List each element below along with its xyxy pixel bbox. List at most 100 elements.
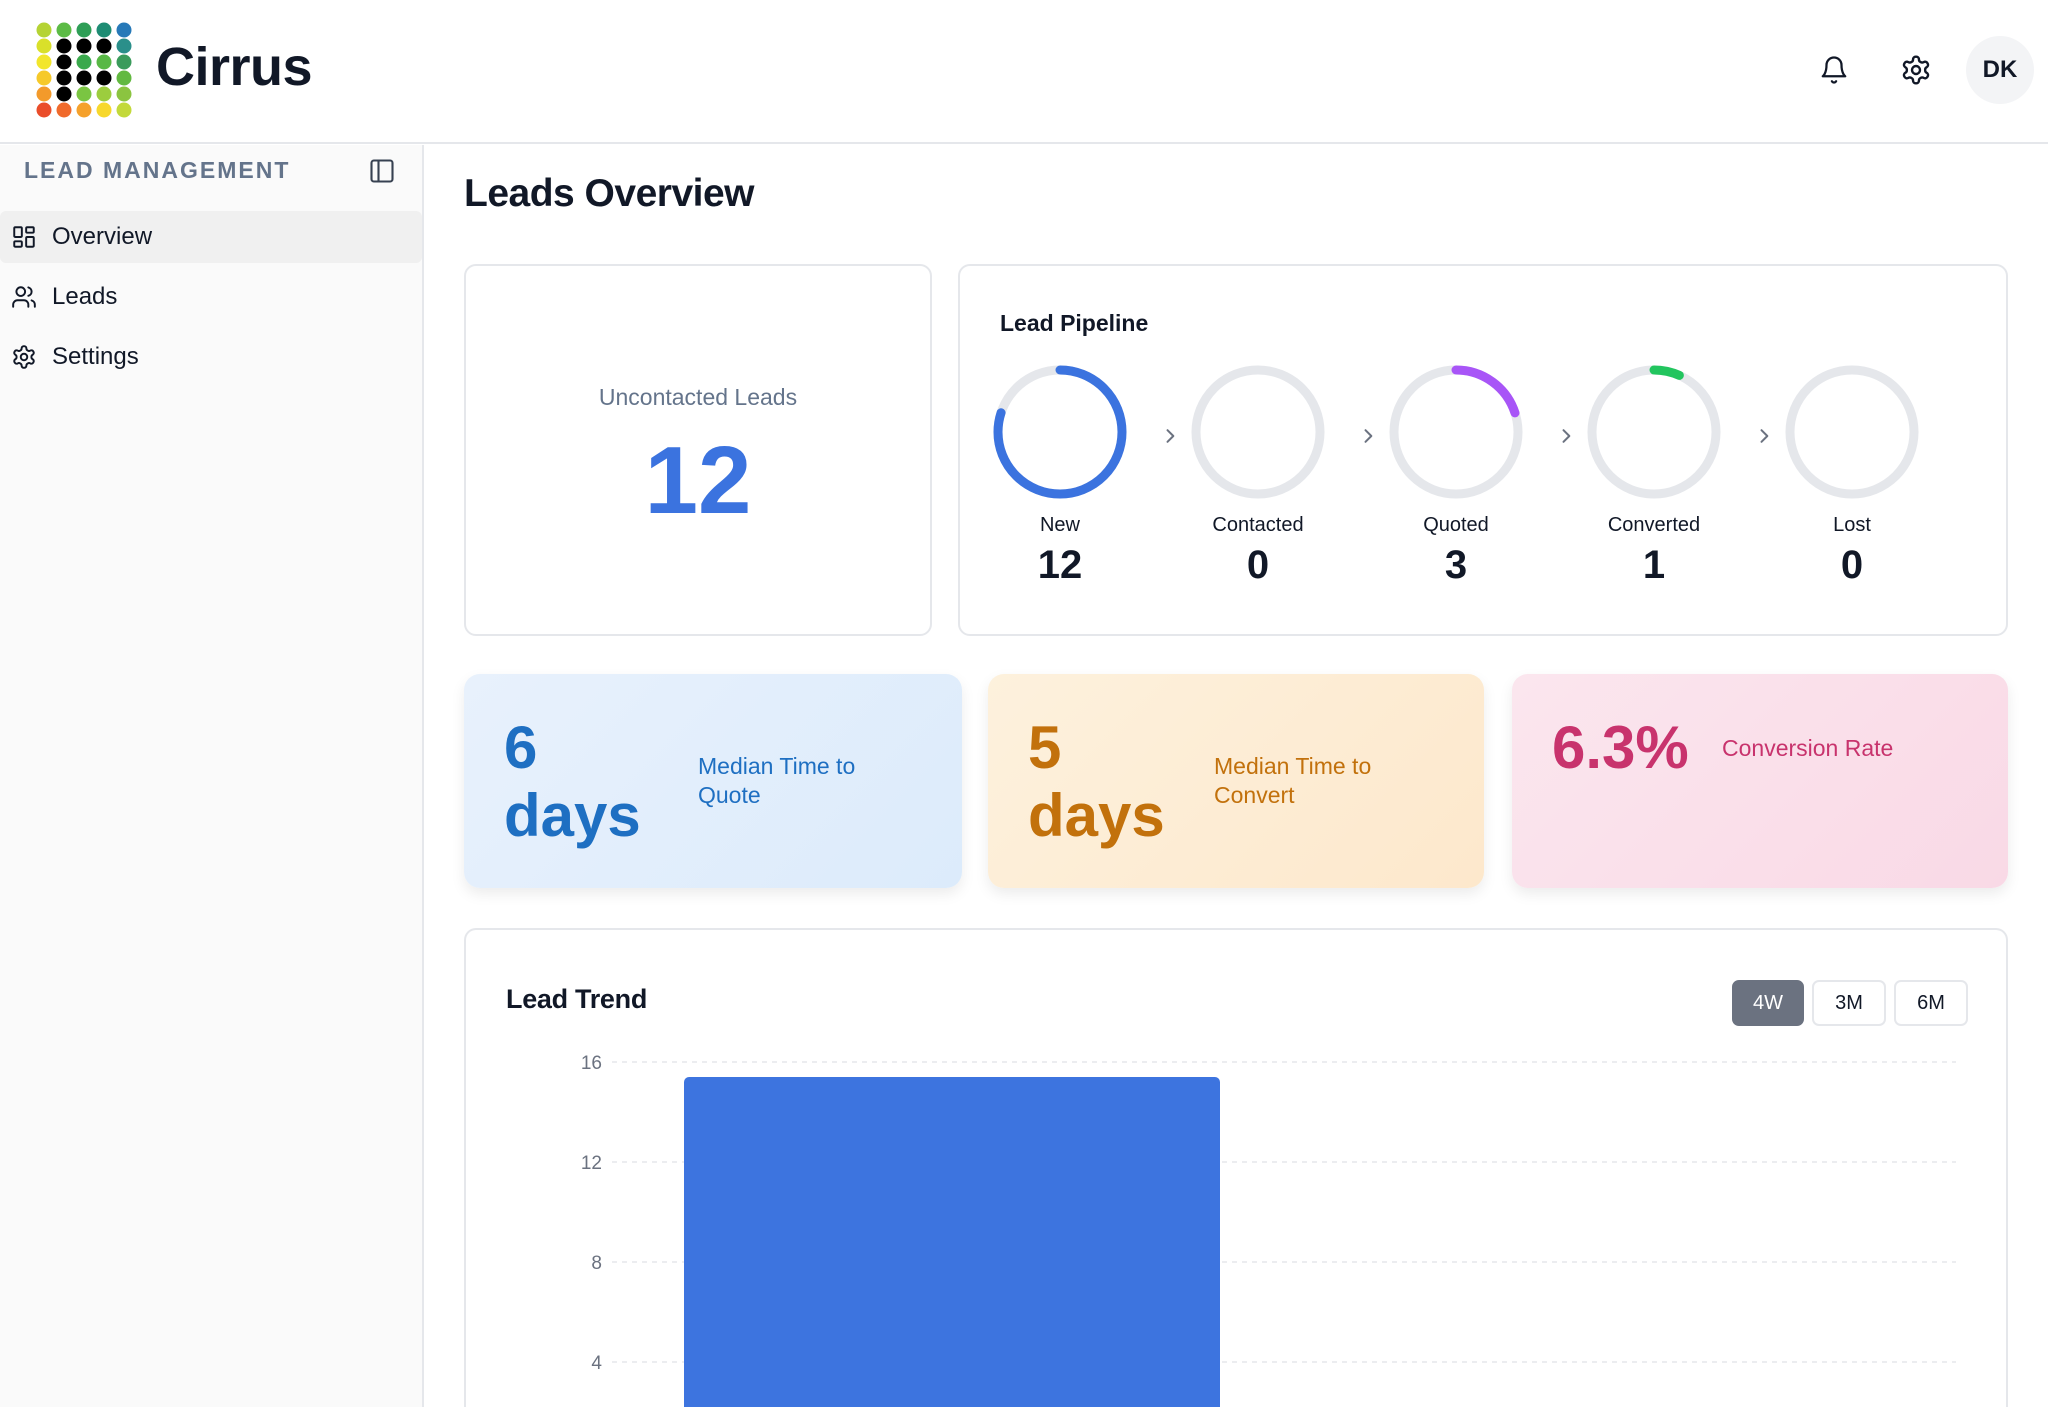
chevron-right-icon <box>1166 429 1175 443</box>
stage-label: Quoted <box>1423 514 1489 536</box>
sidebar-item-leads[interactable]: Leads <box>0 271 422 323</box>
chevron-right-icon <box>1562 429 1571 443</box>
metric-label: Median Time to Convert <box>1214 753 1372 808</box>
y-tick-label: 4 <box>591 1353 602 1374</box>
sidebar-item-label: Settings <box>52 343 139 370</box>
gear-icon[interactable] <box>1896 50 1936 90</box>
pipeline-stage-new[interactable]: New 12 <box>980 362 1140 588</box>
pipeline-ring <box>1191 365 1325 499</box>
metric-value-unit: days <box>1028 782 1165 849</box>
sidebar-item-label: Overview <box>52 223 153 250</box>
range-6m-button[interactable]: 6M <box>1894 980 1968 1026</box>
ring-track <box>1191 365 1325 499</box>
stage-value: 3 <box>1444 543 1468 587</box>
uncontacted-leads-value: 12 <box>644 427 752 534</box>
gear-icon <box>10 343 38 371</box>
stage-label: Lost <box>1833 514 1871 536</box>
logo-dot <box>96 102 112 118</box>
metric-label: Conversion Rate <box>1722 735 1894 761</box>
lead-pipeline-card: Lead Pipeline New 12 Contacted 0 Quoted 3 Conv… <box>958 264 2008 636</box>
sidebar-toggle-icon[interactable] <box>368 157 398 187</box>
metric-value: 6 days <box>504 714 641 850</box>
logo-dot <box>36 102 52 118</box>
logo-dot <box>36 38 52 54</box>
pipeline-ring <box>1389 365 1523 499</box>
ring-progress <box>993 365 1127 499</box>
metric-value-unit: days <box>504 782 641 849</box>
logo-dot <box>36 54 52 70</box>
metric-label: Median Time to Quote <box>698 753 856 808</box>
page-title: Leads Overview <box>464 172 755 215</box>
logo-dot <box>76 38 92 54</box>
sidebar-section-title: LEAD MANAGEMENT <box>24 157 291 183</box>
range-3m-button[interactable]: 3M <box>1812 980 1886 1026</box>
logo-dot <box>56 22 72 38</box>
logo-dot <box>76 86 92 102</box>
users-icon <box>10 283 38 311</box>
chevron-right-icon <box>1760 429 1769 443</box>
chevron-right-icon <box>1364 429 1373 443</box>
conversion-rate-value: 6.3% <box>1552 714 1689 781</box>
logo-dot <box>116 70 132 86</box>
metric-value: 5 days <box>1028 714 1165 850</box>
pipeline-stage-contacted[interactable]: Contacted 0 <box>1178 362 1338 588</box>
stage-label: New <box>1039 514 1080 536</box>
logo-dot <box>96 70 112 86</box>
range-4w-button[interactable]: 4W <box>1732 980 1804 1026</box>
logo-dot <box>116 102 132 118</box>
pipeline-ring <box>993 365 1127 499</box>
uncontacted-leads-card[interactable]: Uncontacted Leads 12 <box>464 264 932 636</box>
ring-progress <box>1587 365 1721 499</box>
logo-dot <box>56 70 72 86</box>
pipeline-stage-converted[interactable]: Converted 1 <box>1574 362 1734 588</box>
logo-dot <box>36 22 52 38</box>
y-tick-label: 8 <box>591 1253 602 1274</box>
logo-dot <box>76 54 92 70</box>
median-time-to-quote-card[interactable]: 6 days Median Time to Quote <box>464 674 962 888</box>
pipeline-stage-lost[interactable]: Lost 0 <box>1772 362 1932 588</box>
stage-label: Converted <box>1607 514 1701 536</box>
y-tick-label: 12 <box>581 1153 602 1174</box>
top-header: Cirrus DK <box>0 0 2048 144</box>
lead-trend-chart: 16 12 8 4 <box>581 1053 1956 1407</box>
ring-track <box>1587 365 1721 499</box>
app-name[interactable]: Cirrus <box>156 37 313 97</box>
logo-dot <box>116 86 132 102</box>
cirrus-logo[interactable] <box>36 22 132 118</box>
grid-icon <box>10 223 38 251</box>
pipeline-ring <box>1785 365 1919 499</box>
logo-dot <box>116 22 132 38</box>
logo-dot <box>76 102 92 118</box>
logo-dot <box>36 70 52 86</box>
pipeline-title: Lead Pipeline <box>1000 310 1149 336</box>
logo-dot <box>96 54 112 70</box>
user-avatar[interactable]: DK <box>1966 36 2034 104</box>
pipeline-ring <box>1587 365 1721 499</box>
trend-bar <box>684 1077 1220 1407</box>
logo-dot <box>56 86 72 102</box>
stage-label: Contacted <box>1212 514 1304 536</box>
stage-value: 12 <box>1037 543 1083 587</box>
median-time-to-convert-card[interactable]: 5 days Median Time to Convert <box>988 674 1484 888</box>
lead-trend-card: Lead Trend 4W 3M 6M 16 12 8 4 <box>464 928 2008 1407</box>
logo-dot <box>96 86 112 102</box>
conversion-rate-card[interactable]: 6.3% Conversion Rate <box>1512 674 2008 888</box>
y-tick-label: 16 <box>581 1053 602 1074</box>
sidebar-item-overview[interactable]: Overview <box>0 211 422 263</box>
stage-value: 0 <box>1840 543 1864 587</box>
logo-dot <box>36 86 52 102</box>
stage-value: 1 <box>1642 543 1666 587</box>
sidebar-item-settings[interactable]: Settings <box>0 331 422 383</box>
sidebar-item-label: Leads <box>52 283 118 310</box>
trend-title: Lead Trend <box>506 984 648 1014</box>
pipeline-stage-quoted[interactable]: Quoted 3 <box>1376 362 1536 588</box>
bell-icon[interactable] <box>1814 50 1854 90</box>
logo-dot <box>56 102 72 118</box>
metric-value-number: 6 <box>504 714 538 781</box>
logo-dot <box>96 22 112 38</box>
logo-dot <box>96 38 112 54</box>
ring-track <box>1785 365 1919 499</box>
logo-dot <box>116 38 132 54</box>
logo-dot <box>56 38 72 54</box>
metric-value-number: 5 <box>1028 714 1062 781</box>
